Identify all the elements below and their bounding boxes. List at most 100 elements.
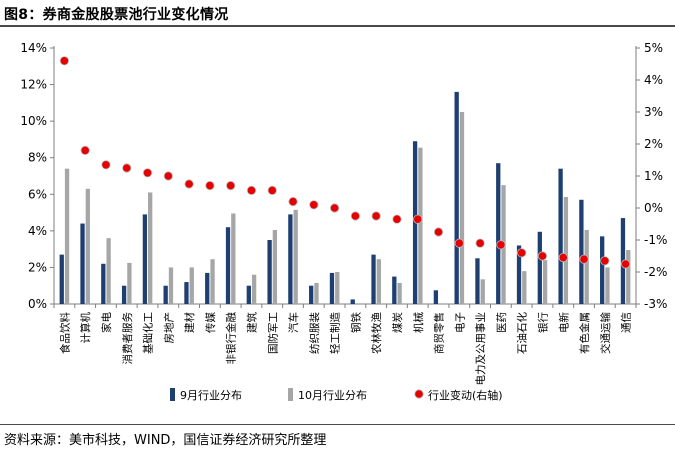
category-label: 钢铁 [349,312,362,333]
bar-oct [563,197,569,304]
y-tick-label: 4% [28,224,47,238]
change-point [371,211,381,221]
change-point [558,253,568,263]
category-label: 医药 [496,312,508,333]
change-point [142,168,153,178]
bar-sep [558,168,563,304]
y-tick-label: 8% [28,151,47,165]
bar-oct [584,229,589,304]
y-tick-label: 10% [20,114,47,128]
change-point [122,163,132,173]
bar-sep [309,285,314,304]
bar-sep [475,258,480,304]
change-point [454,238,464,248]
change-point [433,227,444,237]
bar-sep [142,214,148,304]
category-label: 消费者服务 [121,312,134,365]
change-point [475,238,485,248]
source-rule [0,424,675,425]
category-label: 家电 [100,312,113,333]
change-point [579,254,589,264]
figure-title: 图8：券商金股股票池行业变化情况 [4,7,229,23]
y-tick-label: 0% [28,297,47,311]
bar-sep [329,272,335,304]
bar-oct [127,262,132,304]
category-label: 有色金属 [578,312,591,354]
change-point [621,259,631,269]
category-label: 建材 [183,312,196,333]
category-label: 轻工制造 [329,312,342,354]
y-tick-label: 12% [20,78,47,92]
bar-sep [537,231,542,304]
category-label: 国防军工 [266,312,279,354]
bar-sep [288,214,293,304]
change-point [330,203,340,213]
category-label: 银行 [536,312,549,333]
y-tick-label: 2% [28,260,47,274]
bar-sep [433,290,439,304]
category-label: 建筑 [245,312,258,333]
change-point [288,197,298,207]
bar-sep [600,236,605,304]
bar-oct [542,260,548,304]
legend-swatch-change [414,389,424,399]
change-point [59,56,69,66]
legend-label-oct: 10月行业分布 [298,389,367,402]
bar-sep [163,285,168,304]
change-point [226,181,236,191]
legend-swatch-sep [170,388,175,401]
category-label: 交通运输 [599,312,612,354]
bar-sep [496,163,501,304]
title-rule [0,25,675,27]
bar-oct [376,259,381,304]
bar-oct [522,271,527,304]
bar-sep [80,223,85,304]
change-point [246,185,257,195]
bar-sep [579,199,584,304]
change-point [80,145,90,155]
bar-sep [121,285,127,304]
legend-swatch-oct [288,388,293,401]
bar-oct [293,209,298,304]
bar-oct [64,168,70,304]
category-label: 商贸零售 [433,312,446,354]
bar-oct [251,274,257,304]
y-tick-label: 14% [20,41,47,55]
bar-oct [106,238,111,304]
bar-sep [392,276,397,304]
change-point [101,160,111,170]
y2-tick-label: -2% [644,265,667,279]
change-point [205,181,215,191]
category-label: 通信 [621,312,633,333]
legend-label-sep: 9月行业分布 [180,389,242,402]
bar-oct [314,282,319,304]
category-label: 电子 [453,312,466,333]
category-label: 石油石化 [516,312,529,354]
category-label: 汽车 [287,312,300,333]
y2-tick-label: 2% [644,137,663,151]
bar-oct [168,267,174,304]
bar-sep [59,254,64,304]
category-label: 基础化工 [142,312,155,354]
bar-oct [85,188,90,304]
category-label: 农林牧渔 [370,312,383,354]
y2-tick-label: -1% [644,233,667,247]
bar-oct [605,267,610,304]
change-point [267,185,277,195]
y2-tick-label: 4% [644,73,663,87]
bar-sep [225,227,231,304]
y2-tick-label: 1% [644,169,663,183]
category-label: 食品饮料 [58,312,71,354]
bar-oct [189,267,194,304]
change-point [496,240,506,250]
y2-tick-label: -3% [644,297,667,311]
change-point [392,214,402,224]
y2-tick-label: 3% [644,105,663,119]
bar-oct [480,279,485,304]
bar-oct [231,213,236,304]
bar-sep [454,91,459,304]
bar-sep [371,254,376,304]
category-label: 传媒 [204,312,217,333]
